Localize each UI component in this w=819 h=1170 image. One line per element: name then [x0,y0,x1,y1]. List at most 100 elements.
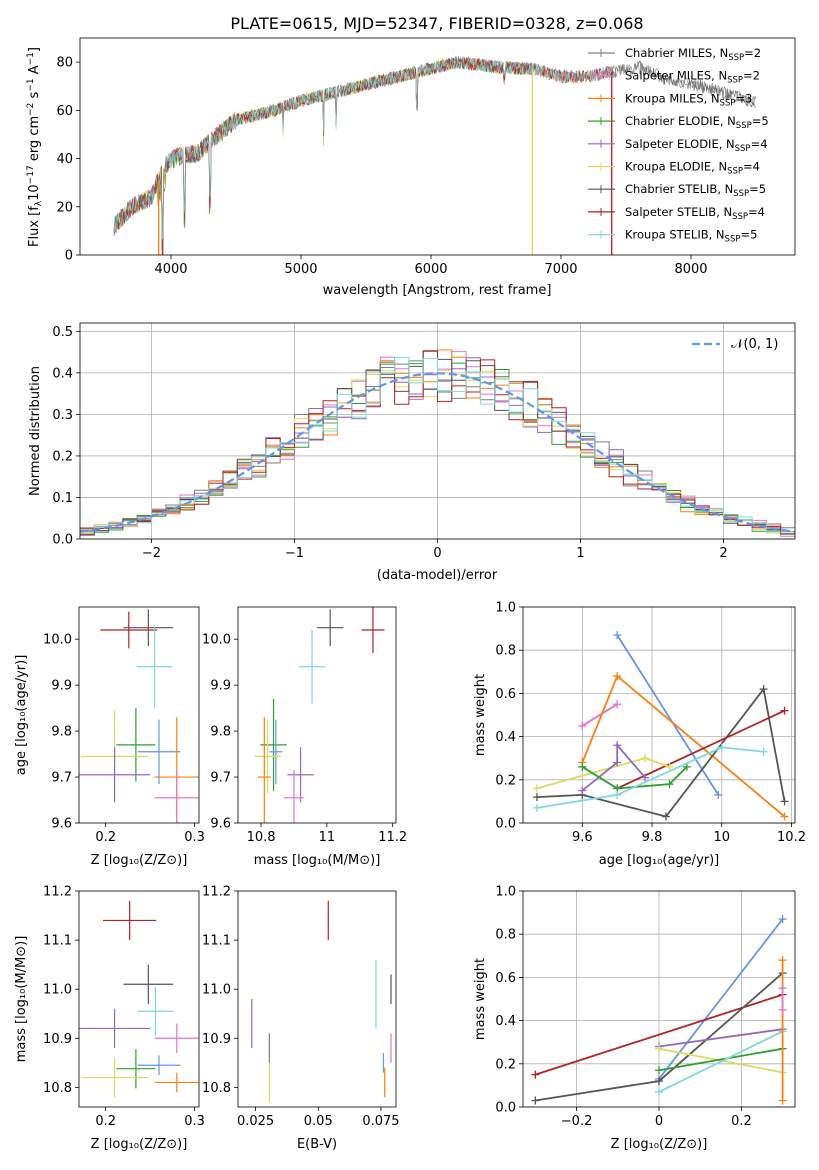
y-tick-label: 10.8 [43,1081,72,1096]
y-tick-label: 11.0 [202,983,231,998]
x-axis-label: wavelength [Angstrom, rest frame] [323,283,552,298]
x-tick-label: 8000 [674,262,707,277]
weight_vs_age-plot [532,631,789,821]
y-tick-label: 0.8 [495,928,516,943]
y-tick-label: 9.7 [210,771,231,786]
legend-label: Salpeter ELODIE, NSSP=4 [625,137,768,154]
x-tick-label: 7000 [544,262,577,277]
x-tick-label: 4000 [154,262,187,277]
y-tick-label: 9.9 [210,679,231,694]
legend-label: Salpeter MILES, NSSP=2 [625,69,760,86]
x-tick-label: 11.2 [378,830,407,845]
weight-line [616,634,720,796]
y-axis-label: mass [log₁₀(M/M⊙)] [14,936,29,1063]
legend-label: Chabrier ELODIE, NSSP=5 [625,114,769,131]
figure-title: PLATE=0615, MJD=52347, FIBERID=0328, z=0… [230,14,643,33]
x-axis-label: E(B-V) [297,1137,337,1152]
residuals-panel: −2 −1 0 1 2 0.0 0.1 0.2 0.3 0.4 0.5 (data-model)/er… [28,322,796,583]
x-tick-label: 5000 [284,262,317,277]
y-tick-label: 20 [56,200,73,215]
x-tick-label: 0.075 [362,1114,399,1129]
x-tick-label: 11 [319,830,336,845]
y-tick-label: 10.0 [202,633,231,648]
y-tick-label: 0.0 [495,817,516,832]
y-axis-label: Normed distribution [28,366,43,496]
x-tick-label: 10 [713,830,730,845]
weight-line [658,1047,783,1072]
axes-frame [237,890,397,1108]
y-tick-label: 11.1 [202,934,231,949]
y-tick-label: 9.8 [210,725,231,740]
y-tick-label: 9.7 [51,771,72,786]
age_vs_Z-panel: 0.2 0.3 9.6 9.7 9.8 9.9 10.0 Z [log₁₀(Z/Z⊙)] age… [14,606,205,868]
y-tick-label: 10.9 [202,1032,231,1047]
weight-line [581,766,688,790]
axes-frame [78,606,200,824]
x-axis-label: Z [log₁₀(Z/Z⊙)] [91,853,188,868]
mass_vs_Z-panel: 0.2 0.3 10.8 10.9 11.0 11.1 11.2 Z [log₁₀(Z/Z⊙)… [14,885,205,1153]
x-axis-label: Z [log₁₀(Z/Z⊙)] [611,1137,708,1152]
legend-label: Kroupa MILES, NSSP=3 [625,91,752,108]
y-axis-label: age [log₁₀(age/yr)] [14,655,29,776]
mass_vs_ebv-panel: 0.025 0.05 0.075 10.8 10.9 11.0 11.1 11.2 E(B-V) [202,885,400,1153]
y-tick-label: 0.2 [495,1057,516,1072]
y-tick-label: 0.5 [52,325,73,340]
spectrum-line [113,56,614,255]
legend-label: Salpeter STELIB, NSSP=4 [625,205,765,222]
mass_vs_ebv-plot [251,900,392,1103]
y-tick-label: 80 [56,56,73,71]
gaussian-curve [80,372,795,533]
y-tick-label: 11.0 [43,983,72,998]
weight-line [581,703,618,727]
spectrum-line [113,55,614,240]
y-axis-label: mass weight [473,958,488,1040]
y-tick-label: 0.0 [495,1101,516,1116]
x-axis-label: age [log₁₀(age/yr)] [599,853,720,868]
x-tick-label: 9.6 [572,830,593,845]
x-tick-label: 0.3 [184,1114,205,1129]
y-tick-label: 11.1 [43,934,72,949]
x-tick-label: 6000 [414,262,447,277]
y-tick-label: 9.9 [51,679,72,694]
spectrum-panel: 4000 5000 6000 7000 8000 0 20 40 60 80 wavelength … [26,37,796,298]
age_vs_mass-plot [254,607,385,823]
y-axis-label: mass weight [473,674,488,756]
x-tick-label: 10.8 [247,830,276,845]
x-tick-label: 0.2 [731,1114,752,1129]
x-tick-label: 0.2 [95,1114,116,1129]
y-tick-label: 10.0 [43,633,72,648]
x-axis-label: mass [log₁₀(M/M⊙)] [254,853,381,868]
x-tick-label: 0.2 [95,830,116,845]
y-tick-label: 0.4 [495,1014,516,1029]
x-tick-label: 0 [433,546,441,561]
y-tick-label: 9.8 [51,725,72,740]
weight-line [536,686,786,818]
y-tick-label: 0 [65,249,73,264]
axes-frame [522,606,796,824]
weight-line [536,746,764,809]
y-tick-label: 40 [56,152,73,167]
age_vs_Z-plot [79,609,199,823]
x-tick-label: −0.2 [561,1114,593,1129]
y-tick-label: 0.4 [495,730,516,745]
weight-line [581,742,646,792]
x-tick-label: 1 [576,546,584,561]
y-tick-label: 11.2 [43,885,72,900]
x-tick-label: 0.025 [237,1114,274,1129]
y-tick-label: 9.6 [210,817,231,832]
y-tick-label: 9.6 [51,817,72,832]
weight_vs_Z-panel: −0.2 0 0.2 0.0 0.2 0.4 0.6 0.8 1.0 Z [log₁₀(Z/Z⊙)… [473,885,796,1152]
weight-line [658,1030,783,1093]
y-axis-label: Flux [fλ10−17 erg cm−2 s−1 A−1] [26,47,44,247]
mass_vs_Z-plot [79,900,199,1098]
legend-label: Chabrier MILES, NSSP=2 [625,46,761,63]
x-tick-label: −2 [142,546,161,561]
y-tick-label: 0.6 [495,971,516,986]
y-tick-label: 0.6 [495,687,516,702]
x-tick-label: 0 [655,1114,663,1129]
y-tick-label: 11.2 [202,885,231,900]
x-tick-label: 0.3 [184,830,205,845]
x-tick-label: 10.2 [777,830,806,845]
x-axis-label: (data-model)/error [377,568,498,583]
weight-line [658,1047,783,1074]
